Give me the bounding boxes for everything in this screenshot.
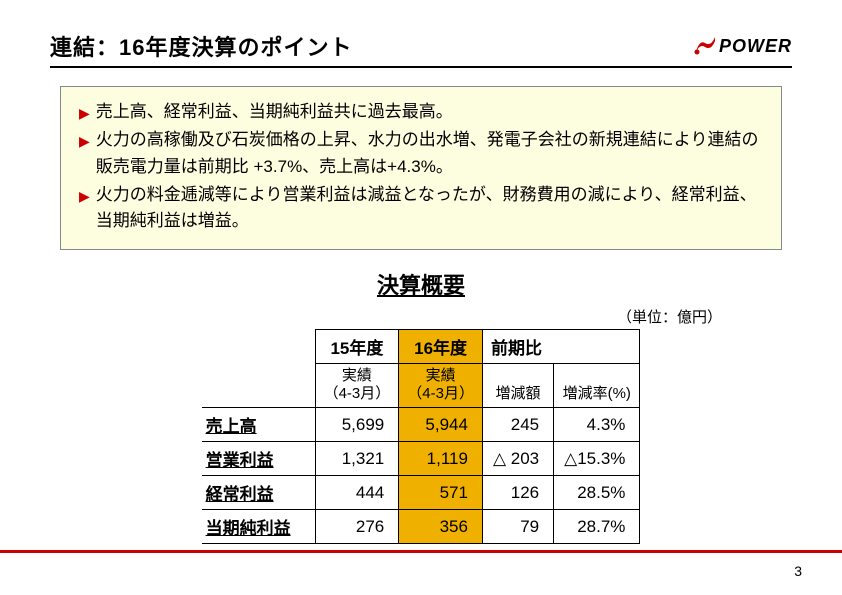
cell-fy16: 5,944 <box>399 408 483 442</box>
cell-fy16: 356 <box>399 510 483 544</box>
triangle-icon: ▶ <box>79 186 90 208</box>
bullet-text: 売上高、経常利益、当期純利益共に過去最高。 <box>96 99 453 125</box>
table-row: 営業利益 1,321 1,119 △ 203 △15.3% <box>202 442 640 476</box>
bullet-text: 火力の高稼働及び石炭価格の上昇、水力の出水増、発電子会社の新規連結により連結の販… <box>96 127 763 180</box>
logo: POWER <box>691 35 792 57</box>
cell-fy16: 1,119 <box>399 442 483 476</box>
col-sub-fy16: 実績 （4-3月） <box>399 363 483 408</box>
row-label: 当期純利益 <box>202 510 316 544</box>
cell-rate: 28.5% <box>554 476 640 510</box>
triangle-icon: ▶ <box>79 131 90 153</box>
bullet-item: ▶ 火力の高稼働及び石炭価格の上昇、水力の出水増、発電子会社の新規連結により連結… <box>79 127 763 180</box>
logo-mark-icon <box>691 35 717 57</box>
col-sub-diff-rate: 増減率(%) <box>554 363 640 408</box>
cell-fy15: 1,321 <box>315 442 399 476</box>
col-sub-fy15: 実績 （4-3月） <box>315 363 399 408</box>
cell-fy16: 571 <box>399 476 483 510</box>
key-points-box: ▶ 売上高、経常利益、当期純利益共に過去最高。 ▶ 火力の高稼働及び石炭価格の上… <box>60 86 782 250</box>
table-row: 経常利益 444 571 126 28.5% <box>202 476 640 510</box>
table-row: 売上高 5,699 5,944 245 4.3% <box>202 408 640 442</box>
bullet-item: ▶ 売上高、経常利益、当期純利益共に過去最高。 <box>79 99 763 125</box>
logo-text: POWER <box>719 36 792 57</box>
bullet-text: 火力の料金逓減等により営業利益は減益となったが、財務費用の減により、経常利益、当… <box>96 182 763 235</box>
cell-diff: △ 203 <box>482 442 553 476</box>
cell-rate: 4.3% <box>554 408 640 442</box>
col-header-fy15: 15年度 <box>315 329 399 363</box>
row-label: 経常利益 <box>202 476 316 510</box>
corner-cell <box>202 329 316 363</box>
cell-diff: 126 <box>482 476 553 510</box>
table-header-row-2: 実績 （4-3月） 実績 （4-3月） 増減額 増減率(%) <box>202 363 640 408</box>
cell-rate: △15.3% <box>554 442 640 476</box>
triangle-icon: ▶ <box>79 103 90 125</box>
cell-diff: 245 <box>482 408 553 442</box>
header: 連結：16年度決算のポイント POWER <box>50 30 792 68</box>
cell-fy15: 444 <box>315 476 399 510</box>
bullet-item: ▶ 火力の料金逓減等により営業利益は減益となったが、財務費用の減により、経常利益… <box>79 182 763 235</box>
unit-label: （単位：億円） <box>50 306 722 327</box>
summary-title: 決算概要 <box>50 268 792 300</box>
cell-rate: 28.7% <box>554 510 640 544</box>
cell-fy15: 276 <box>315 510 399 544</box>
footer-divider <box>0 550 842 553</box>
row-label: 営業利益 <box>202 442 316 476</box>
cell-fy15: 5,699 <box>315 408 399 442</box>
cell-diff: 79 <box>482 510 553 544</box>
col-header-diff: 前期比 <box>482 329 639 363</box>
row-label: 売上高 <box>202 408 316 442</box>
table-row: 当期純利益 276 356 79 28.7% <box>202 510 640 544</box>
page-title: 連結：16年度決算のポイント <box>50 30 352 62</box>
col-sub-diff-amount: 増減額 <box>482 363 553 408</box>
table-header-row-1: 15年度 16年度 前期比 <box>202 329 640 363</box>
financial-table: 15年度 16年度 前期比 実績 （4-3月） 実績 （4-3月） 増減額 増減… <box>202 329 641 545</box>
corner-cell <box>202 363 316 408</box>
col-header-fy16: 16年度 <box>399 329 483 363</box>
page-number: 3 <box>794 563 802 579</box>
